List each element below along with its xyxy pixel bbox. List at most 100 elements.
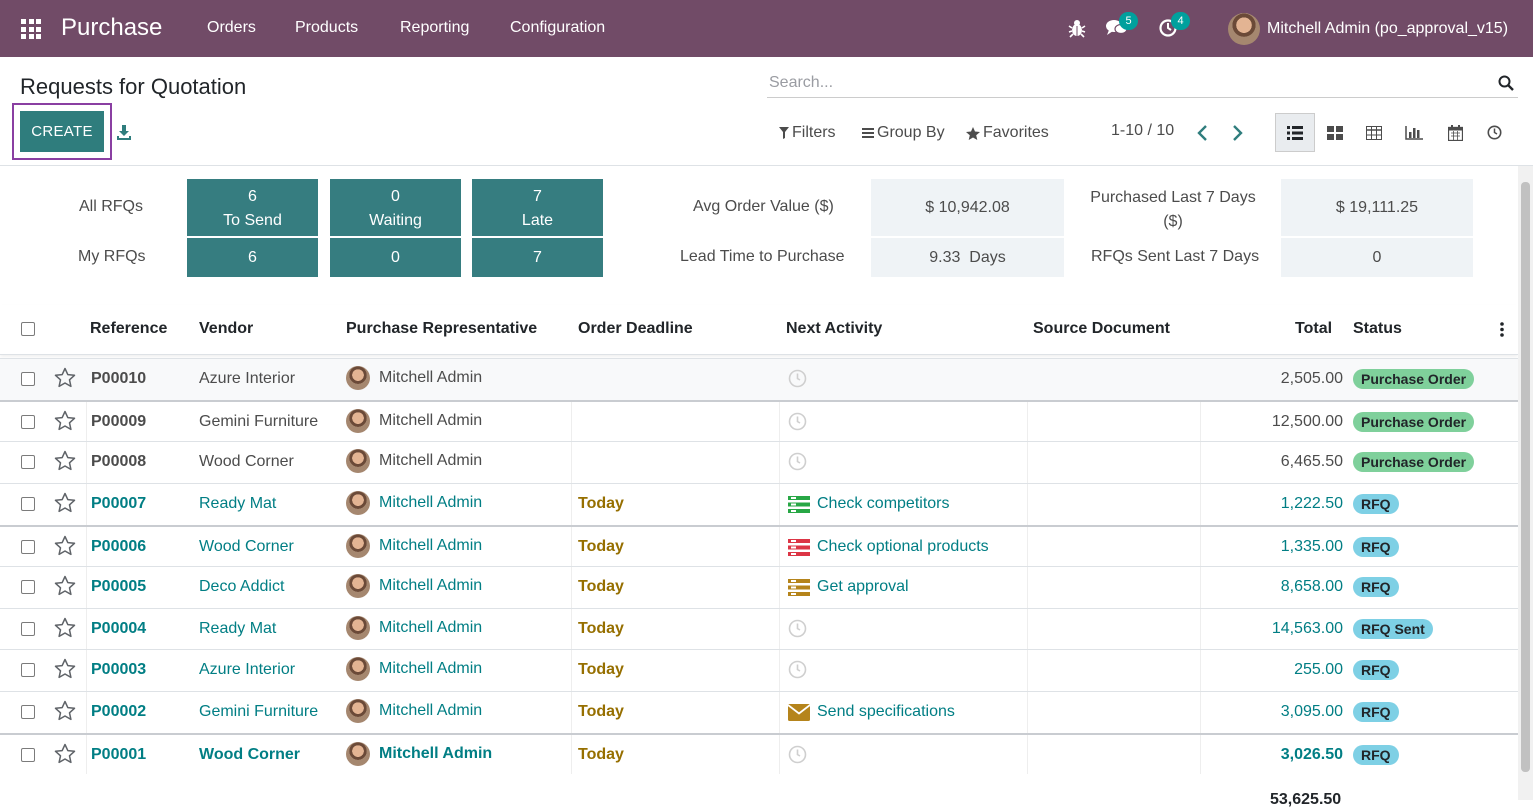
row-next-activity[interactable]: Check optional products [788, 537, 989, 557]
table-row[interactable]: P00003 Azure Interior Mitchell Admin Today 2… [0, 649, 1518, 691]
row-order-deadline: Today [578, 495, 624, 512]
row-checkbox[interactable] [21, 705, 35, 719]
row-next-activity[interactable] [788, 369, 807, 388]
tile-my-to-send[interactable]: 6 [187, 238, 318, 277]
table-row[interactable]: P00008 Wood Corner Mitchell Admin 6,465.50 P… [0, 441, 1518, 483]
menu-orders[interactable]: Orders [207, 19, 256, 36]
favorite-star-icon[interactable] [54, 700, 76, 722]
kpi-purchased-7d-label: Purchased Last 7 Days ($) [1090, 189, 1256, 230]
table-row[interactable]: P00001 Wood Corner Mitchell Admin Today 3,02… [0, 733, 1518, 775]
column-next-activity[interactable]: Next Activity [786, 320, 883, 337]
table-row[interactable]: P00002 Gemini Furniture Mitchell Admin Toda… [0, 691, 1518, 733]
row-checkbox[interactable] [21, 497, 35, 511]
list-view-button[interactable] [1275, 113, 1315, 152]
clock-icon[interactable] [788, 452, 807, 471]
column-source-document[interactable]: Source Document [1033, 320, 1170, 337]
row-next-activity[interactable] [788, 452, 807, 471]
row-next-activity[interactable] [788, 745, 807, 764]
clock-icon[interactable] [788, 369, 807, 388]
row-checkbox[interactable] [21, 540, 35, 554]
column-representative[interactable]: Purchase Representative [346, 320, 538, 337]
row-checkbox[interactable] [21, 415, 35, 429]
filters-button[interactable]: Filters [779, 123, 836, 143]
row-vendor: Wood Corner [199, 538, 294, 555]
favorites-button[interactable]: Favorites [966, 123, 1049, 143]
kanban-view-button[interactable] [1315, 113, 1355, 152]
menu-reporting[interactable]: Reporting [400, 19, 470, 36]
table-row[interactable]: P00010 Azure Interior Mitchell Admin 2,505.… [0, 358, 1518, 400]
favorite-star-icon[interactable] [54, 367, 76, 389]
tasks-icon-orange[interactable] [788, 578, 810, 596]
menu-configuration[interactable]: Configuration [510, 19, 606, 36]
clock-icon[interactable] [788, 745, 807, 764]
download-icon[interactable] [117, 125, 131, 141]
tasks-icon-red[interactable] [788, 538, 810, 556]
tile-my-late[interactable]: 7 [472, 238, 603, 277]
favorite-star-icon[interactable] [54, 450, 76, 472]
activity-summary: Check competitors [817, 495, 950, 512]
table-row[interactable]: P00006 Wood Corner Mitchell Admin Today Chec… [0, 525, 1518, 567]
row-next-activity[interactable]: Send specifications [788, 702, 955, 722]
tasks-icon-green[interactable] [788, 495, 810, 513]
search-input[interactable] [767, 69, 1467, 96]
table-row[interactable]: P00009 Gemini Furniture Mitchell Admin 12,5… [0, 400, 1518, 442]
create-button[interactable]: CREATE [20, 111, 104, 152]
row-next-activity[interactable] [788, 412, 807, 431]
clock-icon[interactable] [788, 660, 807, 679]
tile-all-waiting[interactable]: 0 Waiting [330, 179, 461, 236]
calendar-view-button[interactable] [1435, 113, 1475, 152]
favorite-star-icon[interactable] [54, 575, 76, 597]
favorite-star-icon[interactable] [54, 743, 76, 765]
optional-columns-icon[interactable] [1500, 322, 1504, 337]
column-vendor[interactable]: Vendor [199, 320, 254, 337]
messages-icon[interactable]: 5 [1106, 12, 1138, 40]
apps-menu-icon[interactable] [21, 19, 41, 39]
pivot-view-button[interactable] [1354, 113, 1394, 152]
column-status[interactable]: Status [1353, 320, 1402, 337]
select-all-checkbox[interactable] [21, 322, 35, 336]
row-checkbox[interactable] [21, 580, 35, 594]
row-checkbox[interactable] [21, 455, 35, 469]
row-next-activity[interactable]: Get approval [788, 577, 909, 597]
favorite-star-icon[interactable] [54, 410, 76, 432]
column-order-deadline[interactable]: Order Deadline [578, 320, 693, 337]
column-reference[interactable]: Reference [90, 320, 168, 337]
row-next-activity[interactable] [788, 619, 807, 638]
scrollbar-thumb[interactable] [1521, 182, 1530, 772]
search-icon[interactable] [1498, 75, 1514, 91]
table-row[interactable]: P00007 Ready Mat Mitchell Admin Today Check … [0, 483, 1518, 525]
table-row[interactable]: P00004 Ready Mat Mitchell Admin Today 14,563… [0, 608, 1518, 650]
scrollbar[interactable] [1518, 166, 1533, 800]
favorite-star-icon[interactable] [54, 658, 76, 680]
pager-previous-icon[interactable] [1196, 124, 1210, 142]
activity-view-button[interactable] [1474, 113, 1514, 152]
table-row[interactable]: P00005 Deco Addict Mitchell Admin Today Get … [0, 566, 1518, 608]
graph-view-button[interactable] [1394, 113, 1434, 152]
activities-clock-icon[interactable]: 4 [1158, 12, 1190, 40]
tile-all-to-send[interactable]: 6 To Send [187, 179, 318, 236]
menu-products[interactable]: Products [295, 19, 359, 36]
favorite-star-icon[interactable] [54, 492, 76, 514]
pager-next-icon[interactable] [1230, 124, 1244, 142]
row-next-activity[interactable] [788, 660, 807, 679]
row-checkbox[interactable] [21, 663, 35, 677]
user-menu[interactable]: Mitchell Admin (po_approval_v15) [1228, 12, 1508, 45]
row-vendor: Azure Interior [199, 370, 296, 387]
pager-value[interactable]: 1-10 / 10 [1111, 122, 1175, 139]
app-brand[interactable]: Purchase [61, 14, 163, 41]
groupby-button[interactable]: Group By [862, 123, 945, 143]
clock-icon[interactable] [788, 412, 807, 431]
row-checkbox[interactable] [21, 372, 35, 386]
debug-bug-icon[interactable] [1068, 18, 1090, 40]
clock-icon[interactable] [788, 619, 807, 638]
kanban-view-icon [1327, 125, 1343, 140]
favorite-star-icon[interactable] [54, 617, 76, 639]
envelope-icon[interactable] [788, 703, 810, 721]
tile-my-waiting[interactable]: 0 [330, 238, 461, 277]
tile-all-late[interactable]: 7 Late [472, 179, 603, 236]
row-next-activity[interactable]: Check competitors [788, 494, 950, 514]
column-total[interactable]: Total [1295, 320, 1333, 337]
row-checkbox[interactable] [21, 622, 35, 636]
row-checkbox[interactable] [21, 748, 35, 762]
favorite-star-icon[interactable] [54, 535, 76, 557]
